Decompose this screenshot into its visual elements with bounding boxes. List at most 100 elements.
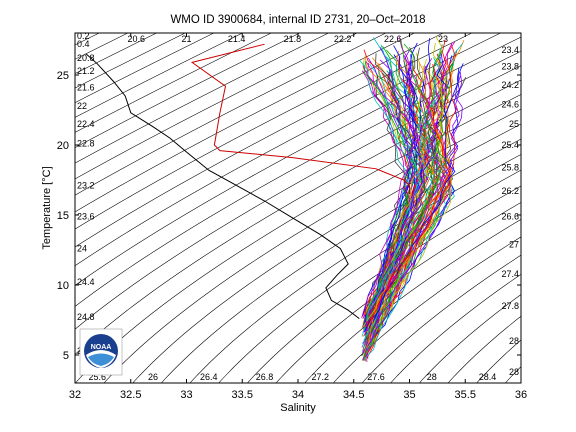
historical-profile: [363, 71, 453, 354]
isopycnal-label: 26.2: [501, 186, 519, 196]
x-axis-label: Salinity: [280, 402, 316, 414]
isopycnal-label: 27.2: [312, 372, 330, 382]
isopycnal-label: 20.6: [128, 34, 146, 44]
logo-text: NOAA: [91, 344, 112, 351]
isopycnal: [75, 33, 215, 103]
isopycnal: [75, 94, 521, 383]
isopycnal: [418, 294, 521, 383]
y-axis: 5 10 15 20 25: [57, 70, 521, 362]
isopycnal-label: 27.6: [367, 372, 385, 382]
isopycnal-label: 22: [77, 101, 87, 111]
isopycnal-label: 26: [148, 372, 158, 382]
isopycnal-label: 23.4: [501, 45, 519, 55]
isopycnal-label: 22.8: [77, 139, 95, 149]
isopycnal-label: 21.8: [284, 34, 302, 44]
isopycnal-label: 23: [438, 34, 448, 44]
isopycnal-label: 27.8: [501, 301, 519, 311]
historical-profile: [363, 40, 465, 318]
isopycnal: [246, 185, 521, 383]
y-tick-label: 5: [63, 350, 69, 362]
historical-profile: [362, 36, 451, 320]
isopycnal-label: 23.2: [77, 181, 95, 191]
historical-profile: [362, 49, 412, 330]
isopycnal: [75, 33, 301, 148]
series-line: [190, 43, 410, 194]
historical-profile: [365, 55, 425, 332]
x-tick-label: 33.5: [232, 389, 253, 401]
historical-profile: [365, 75, 463, 347]
isopycnal: [75, 33, 330, 164]
isopycnal-label: 21.4: [228, 34, 246, 44]
y-tick-label: 10: [57, 280, 69, 292]
historical-profile: [367, 67, 460, 359]
isopycnal: [75, 33, 473, 248]
isopycnal: [75, 33, 358, 180]
isopycnal-label: 24: [77, 244, 87, 254]
isopycnal-label: 21.2: [77, 66, 95, 76]
y-axis-label: Temperature [°C]: [41, 166, 53, 249]
isopycnal-label: 28: [509, 367, 519, 377]
isopycnal-label: 25.8: [501, 162, 519, 172]
historical-profile: [366, 43, 457, 328]
isopycnal: [275, 202, 521, 383]
historical-profile: [362, 74, 448, 361]
isopycnal: [75, 33, 158, 74]
noaa-logo: NOAA: [79, 328, 123, 376]
isopycnal-label: 23.6: [77, 211, 95, 221]
isopycnal: [103, 108, 521, 383]
historical-profile: [362, 58, 419, 316]
isopycnal: [361, 254, 521, 383]
series-line: [85, 53, 360, 319]
historical-profile: [367, 57, 453, 337]
isopycnal: [75, 33, 272, 133]
isopycnal: [75, 36, 521, 286]
historical-profile: [363, 53, 456, 333]
isopycnal: [447, 315, 521, 383]
x-tick-label: 35.5: [455, 389, 476, 401]
isopycnal-label: 21: [181, 34, 191, 44]
isopycnal-label: 22.4: [77, 119, 95, 129]
historical-profile: [366, 44, 436, 322]
isopycnal-label: 28.4: [479, 372, 497, 382]
isopycnal: [390, 273, 521, 383]
historical-profile: [362, 47, 423, 360]
x-tick-label: 32.5: [120, 389, 141, 401]
historical-profile: [362, 72, 426, 326]
x-tick-label: 34.5: [343, 389, 364, 401]
isopycnal-label: 25.6: [89, 372, 107, 382]
historical-profile: [364, 38, 431, 328]
historical-profile: [365, 60, 418, 363]
isopycnal-label: 26.6: [501, 211, 519, 221]
isopycnal-label: 24.2: [501, 80, 519, 90]
historical-profile: [365, 43, 448, 320]
isopycnal: [304, 219, 521, 383]
historical-profile: [366, 61, 450, 319]
isopycnal: [75, 33, 416, 213]
x-tick-label: 32: [69, 389, 81, 401]
x-tick-label: 35: [403, 389, 415, 401]
isopycnal: [218, 169, 521, 383]
isopycnal: [132, 123, 521, 383]
isopycnal-label: 28: [427, 372, 437, 382]
isopycnal-label: 21.6: [77, 83, 95, 93]
isopycnal-label: 20.8: [77, 53, 95, 63]
isopycnal-label: 22.2: [334, 34, 352, 44]
profile-series: [85, 43, 410, 319]
isopycnal-label: 25.4: [501, 140, 519, 150]
isopycnal-label: 24.4: [77, 277, 95, 287]
isopycnal: [75, 33, 186, 89]
y-tick-label: 15: [57, 210, 69, 222]
isopycnal-label: 28: [509, 336, 519, 346]
x-tick-label: 34: [292, 389, 304, 401]
isopycnal-label: 23.8: [501, 62, 519, 72]
historical-profile: [361, 42, 453, 319]
isopycnal-label: 22.6: [384, 34, 402, 44]
isopycnal: [75, 33, 244, 118]
isopycnal-label: 27.4: [501, 269, 519, 279]
x-axis: 32 32.5 33 33.5 34 34.5 35 35.5 36: [69, 33, 527, 401]
isopycnal: [75, 50, 521, 307]
logo-seabird: [88, 353, 114, 366]
isopycnal-label: 27: [509, 239, 519, 249]
isopycnal-label: 0.4: [77, 39, 90, 49]
